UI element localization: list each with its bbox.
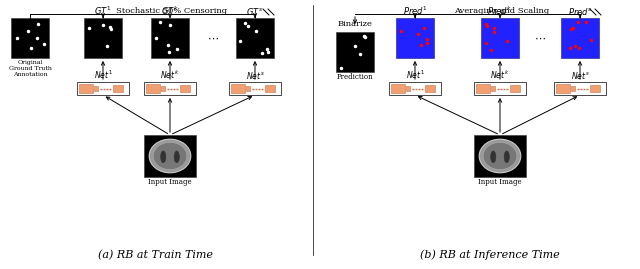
Text: Averaging and Scaling: Averaging and Scaling	[454, 7, 550, 15]
Text: Original
Ground Truth
Annotation: Original Ground Truth Annotation	[8, 60, 51, 77]
Bar	[265, 84, 275, 92]
Text: (b) RB at Inference Time: (b) RB at Inference Time	[420, 249, 560, 260]
Text: $Net^k$: $Net^k$	[160, 69, 180, 81]
Bar	[476, 84, 490, 93]
Ellipse shape	[174, 151, 179, 163]
Bar	[396, 18, 434, 58]
Bar	[229, 82, 281, 95]
Ellipse shape	[483, 142, 517, 170]
Bar	[425, 84, 435, 92]
Bar	[94, 86, 98, 91]
Bar	[481, 18, 519, 58]
Bar	[77, 82, 129, 95]
Bar	[236, 18, 274, 58]
Text: Stochastic 50% Censoring: Stochastic 50% Censoring	[116, 7, 228, 15]
Bar	[11, 18, 49, 58]
Bar	[390, 84, 405, 93]
Text: $\cdots$: $\cdots$	[207, 33, 219, 43]
Bar	[180, 84, 189, 92]
Bar	[389, 82, 441, 95]
Ellipse shape	[479, 139, 521, 173]
Text: $Pred^1$: $Pred^1$	[403, 5, 428, 17]
Text: Input Image: Input Image	[148, 178, 192, 186]
Text: $Net^s$: $Net^s$	[571, 70, 589, 81]
Bar	[230, 84, 245, 93]
Bar	[84, 18, 122, 58]
Text: Input Image: Input Image	[478, 178, 522, 186]
Bar	[474, 82, 526, 95]
Text: $Net^k$: $Net^k$	[490, 69, 509, 81]
Text: $Net^s$: $Net^s$	[246, 70, 264, 81]
Text: $Pred^s$: $Pred^s$	[568, 6, 592, 17]
Text: Binarize: Binarize	[337, 20, 372, 28]
Text: $GT^1$: $GT^1$	[94, 5, 112, 17]
Text: $\cdots$: $\cdots$	[534, 33, 546, 43]
Ellipse shape	[161, 151, 166, 163]
Text: $GT^s$: $GT^s$	[246, 6, 264, 17]
Text: $Pred^k$: $Pred^k$	[488, 5, 513, 17]
Ellipse shape	[149, 139, 191, 173]
Text: Prediction: Prediction	[337, 73, 373, 81]
Bar	[161, 86, 165, 91]
Bar	[151, 18, 189, 58]
Text: $Net^1$: $Net^1$	[406, 69, 424, 81]
Ellipse shape	[153, 142, 187, 170]
Bar	[144, 82, 196, 95]
Bar	[336, 32, 374, 72]
Bar	[79, 84, 93, 93]
Bar	[561, 18, 599, 58]
Bar	[510, 84, 520, 92]
Bar	[491, 86, 495, 91]
Bar	[571, 86, 575, 91]
Bar	[554, 82, 606, 95]
Bar	[474, 135, 526, 177]
Text: $GT^k$: $GT^k$	[161, 5, 179, 17]
Bar	[144, 135, 196, 177]
Text: (a) RB at Train Time: (a) RB at Train Time	[97, 250, 212, 260]
Bar	[556, 84, 570, 93]
Bar	[590, 84, 600, 92]
Ellipse shape	[491, 151, 496, 163]
Bar	[113, 84, 123, 92]
Bar	[246, 86, 250, 91]
Bar	[406, 86, 410, 91]
Ellipse shape	[504, 151, 509, 163]
Text: $Net^1$: $Net^1$	[93, 69, 113, 81]
Bar	[145, 84, 160, 93]
